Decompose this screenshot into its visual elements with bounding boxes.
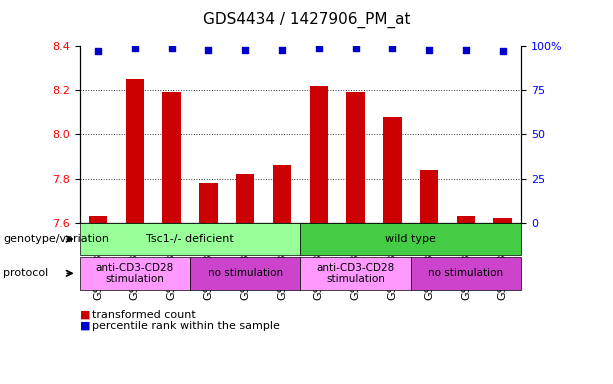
Text: Tsc1-/- deficient: Tsc1-/- deficient [146, 234, 234, 244]
Text: wild type: wild type [386, 234, 436, 244]
Bar [126, 79, 144, 223]
Bar [383, 117, 402, 223]
Text: percentile rank within the sample: percentile rank within the sample [92, 321, 280, 331]
Point [424, 46, 434, 53]
Point [461, 46, 471, 53]
Text: ■: ■ [80, 321, 90, 331]
Text: no stimulation: no stimulation [208, 268, 283, 278]
Bar [493, 218, 512, 223]
Text: anti-CD3-CD28
stimulation: anti-CD3-CD28 stimulation [316, 263, 395, 284]
Bar [273, 165, 291, 223]
Point [130, 45, 140, 51]
Bar [89, 216, 107, 223]
Bar [236, 174, 254, 223]
Bar [199, 183, 218, 223]
Point [204, 46, 213, 53]
Point [277, 46, 287, 53]
Text: ■: ■ [80, 310, 90, 319]
Text: transformed count: transformed count [92, 310, 196, 319]
Bar [162, 93, 181, 223]
Point [351, 45, 360, 51]
Bar [420, 170, 438, 223]
Text: protocol: protocol [3, 268, 48, 278]
Bar [457, 216, 475, 223]
Text: no stimulation: no stimulation [428, 268, 503, 278]
Bar [310, 86, 328, 223]
Point [240, 46, 250, 53]
Point [387, 45, 397, 51]
Bar [346, 93, 365, 223]
Point [167, 45, 177, 51]
Text: GDS4434 / 1427906_PM_at: GDS4434 / 1427906_PM_at [203, 12, 410, 28]
Point [314, 45, 324, 51]
Text: genotype/variation: genotype/variation [3, 234, 109, 244]
Text: anti-CD3-CD28
stimulation: anti-CD3-CD28 stimulation [96, 263, 174, 284]
Point [93, 48, 103, 55]
Point [498, 48, 508, 55]
